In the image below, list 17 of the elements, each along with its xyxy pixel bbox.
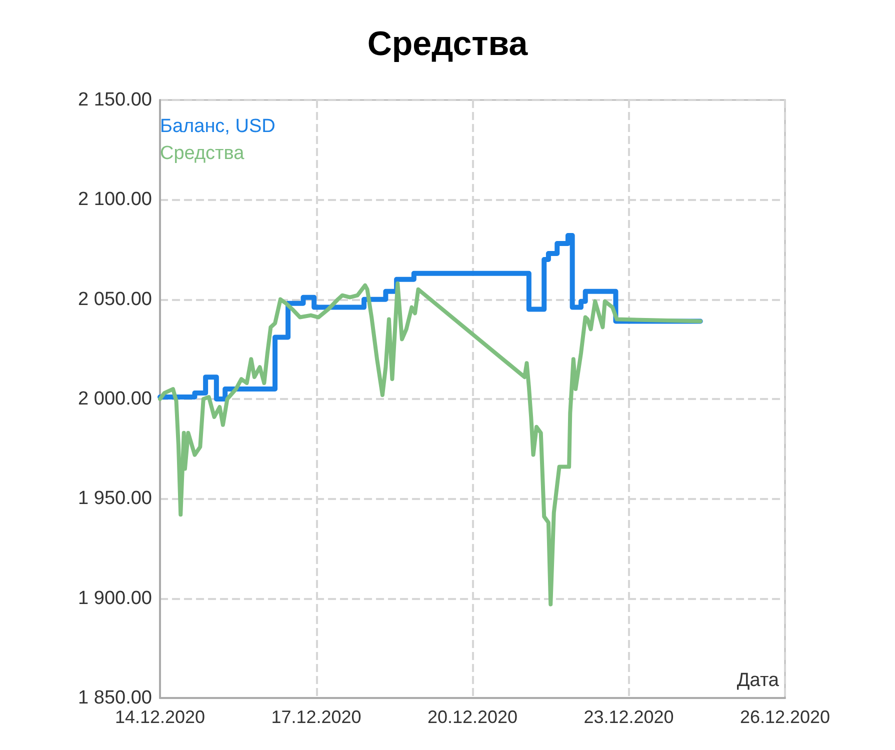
y-tick-label: 2 000.00 xyxy=(78,388,152,410)
x-tick-label: 17.12.2020 xyxy=(271,707,362,727)
line-series xyxy=(158,281,702,606)
y-tick-label: 1 900.00 xyxy=(78,588,152,609)
y-tick-label: 1 850.00 xyxy=(78,688,152,708)
x-tick-label: 20.12.2020 xyxy=(427,707,518,727)
text: Баланс, USD xyxy=(160,116,276,137)
y-tick-label: 1 950.00 xyxy=(78,488,152,510)
y-tick-label: 2 050.00 xyxy=(78,288,152,310)
y-tick-label: 2 150.00 xyxy=(78,90,152,110)
x-tick-label: 14.12.2020 xyxy=(114,707,206,727)
x-tick-label: 26.12.2020 xyxy=(740,707,830,727)
text: Средства xyxy=(160,143,245,164)
chart-title: Средства xyxy=(367,25,529,63)
x-axis-title: Дата xyxy=(736,670,780,691)
x-tick-label: 23.12.2020 xyxy=(584,707,674,727)
y-tick-label: 2 100.00 xyxy=(78,189,152,210)
